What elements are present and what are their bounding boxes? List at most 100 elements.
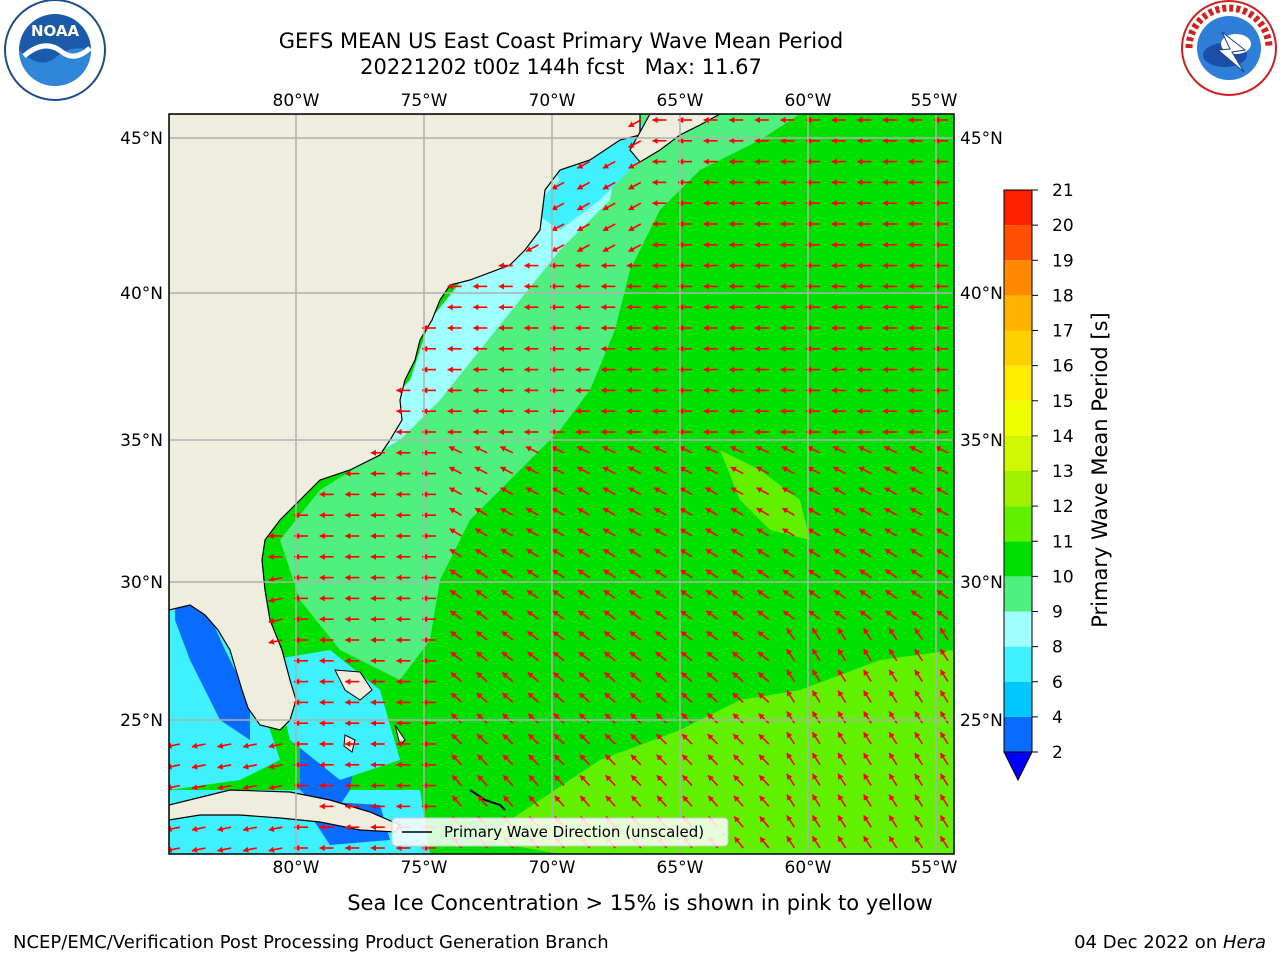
wave-arrow-head — [652, 241, 658, 248]
wave-arrow-head — [758, 693, 765, 699]
wave-arrow-head — [652, 137, 658, 144]
wave-arrow-head — [626, 408, 632, 415]
wave-arrow-head — [217, 846, 224, 853]
wave-arrow-head — [889, 773, 895, 780]
wave-arrow-head — [786, 669, 793, 676]
wave-arrow-head — [884, 528, 891, 535]
wave-arrow-head — [370, 449, 376, 456]
wave-arrow-head — [553, 651, 560, 658]
wave-arrow-head — [450, 610, 457, 617]
wave-arrow-head — [812, 628, 818, 635]
wave-arrow-head — [552, 569, 559, 576]
colorbar-bin — [1004, 190, 1032, 226]
wave-arrow-head — [858, 446, 865, 452]
wave-arrow-head — [908, 387, 914, 394]
wave-arrow-head — [940, 649, 946, 656]
wave-arrow-head — [552, 590, 559, 596]
colorbar-tick-label: 16 — [1052, 357, 1074, 377]
wave-arrow-head — [838, 732, 844, 739]
wave-arrow-head — [754, 324, 760, 332]
wave-arrow-head — [603, 610, 610, 617]
wave-arrow-head — [447, 283, 453, 290]
wave-arrow-head — [630, 713, 637, 720]
wave-arrow-head — [754, 262, 760, 269]
svg-text:60°W: 60°W — [785, 858, 832, 878]
wave-arrow-head — [780, 366, 786, 373]
wave-arrow-head — [729, 324, 735, 332]
wave-arrow-head — [908, 283, 914, 290]
wave-arrow-head — [682, 795, 689, 802]
wave-arrow-head — [706, 610, 713, 617]
wave-arrow-head — [833, 446, 839, 452]
map-gridlines — [169, 114, 954, 854]
wave-arrow-head — [654, 590, 661, 596]
wave-arrow-head — [451, 754, 458, 761]
wave-arrow-head — [908, 116, 914, 124]
wave-direction-arrows — [169, 116, 949, 853]
wave-arrow-head — [914, 773, 921, 780]
wave-arrow-head — [831, 137, 837, 144]
wave-arrow-head — [882, 137, 888, 144]
wave-arrow-head — [191, 784, 198, 791]
wave-arrow-head — [501, 569, 508, 576]
wave-arrow-head — [500, 466, 507, 473]
wave-arrow-head — [680, 528, 687, 535]
wave-arrow-head — [551, 466, 558, 473]
wave-arrow-head — [526, 528, 533, 535]
wave-arrow-head — [370, 720, 376, 727]
wave-arrow-head — [626, 283, 632, 290]
wave-arrow-head — [863, 794, 870, 801]
wave-arrow-head — [500, 528, 507, 535]
wave-arrow-head — [268, 597, 275, 604]
svg-text:70°W: 70°W — [529, 858, 576, 878]
wave-arrow-head — [601, 366, 607, 373]
wave-arrow-head — [908, 408, 914, 415]
wave-arrow-head — [577, 487, 584, 493]
wave-arrow-head — [370, 699, 376, 706]
colorbar: 2 4 6 8 9 10 11 12 13 14 15 16 17 18 19 20 21 — [1003, 181, 1074, 782]
wave-arrow-head — [679, 466, 686, 473]
wave-arrow-head — [729, 220, 735, 228]
wave-arrow-head — [781, 466, 788, 473]
wave-arrow-head — [807, 487, 814, 493]
wave-arrow — [169, 847, 181, 852]
wave-arrow-head — [319, 491, 325, 498]
wave-arrow-head — [703, 220, 709, 228]
wave-arrow-head — [654, 528, 661, 535]
wave-arrow-head — [319, 678, 325, 685]
wave-arrow-head — [345, 720, 351, 727]
wave-arrow-head — [243, 846, 249, 853]
wave-arrow-head — [396, 803, 402, 810]
wave-arrow-head — [602, 204, 609, 211]
wave-arrow-head — [217, 763, 224, 770]
wave-arrow-head — [449, 569, 456, 576]
wave-arrow-head — [605, 775, 612, 782]
wave-arrow-head — [703, 158, 709, 165]
wave-arrow-head — [654, 508, 661, 514]
wave-arrow-head — [756, 466, 763, 473]
wave-arrow-head — [782, 528, 789, 535]
wave-arrow-head — [705, 487, 712, 493]
wave-arrow-head — [833, 569, 840, 576]
wave-arrow-head — [682, 775, 689, 782]
wave-arrow-head — [319, 844, 325, 852]
wave-arrow-head — [908, 366, 914, 373]
wave-arrow-head — [345, 699, 351, 706]
colorbar-tick-label: 21 — [1052, 181, 1074, 201]
wave-arrow-head — [473, 387, 479, 394]
wave-arrow-head — [579, 754, 586, 761]
wave-arrow-head — [554, 754, 561, 761]
colorbar-bin — [1004, 435, 1032, 471]
wave-arrow-head — [857, 366, 863, 373]
colorbar-tick-label: 6 — [1052, 673, 1063, 693]
wave-arrow-head — [498, 387, 504, 394]
colorbar-tick-label: 12 — [1052, 497, 1074, 517]
colorbar-bin — [1004, 681, 1032, 717]
wave-arrow-head — [500, 446, 507, 452]
wave-arrow-head — [729, 200, 735, 207]
wave-arrow-head — [575, 262, 581, 269]
wave-arrow-head — [911, 610, 918, 617]
wave-arrow-head — [370, 553, 376, 560]
wave-arrow-head — [833, 508, 840, 514]
wave-arrow-head — [449, 446, 455, 452]
